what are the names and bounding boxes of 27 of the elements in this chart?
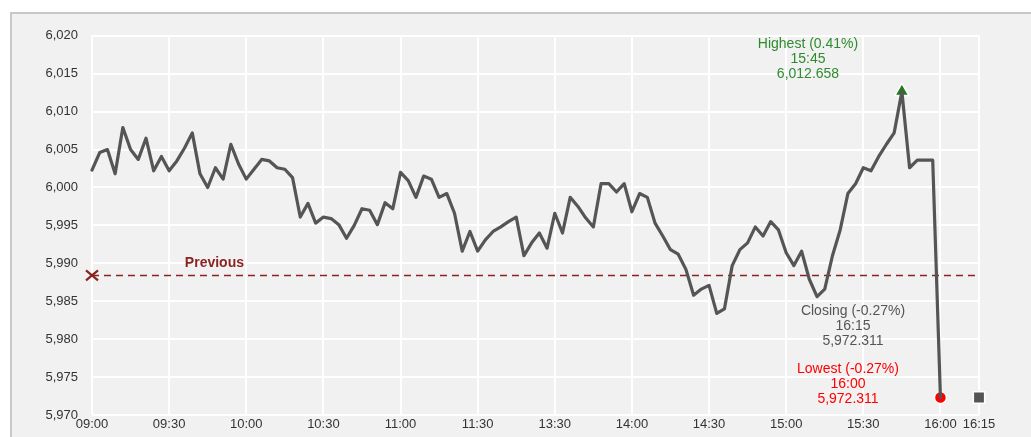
x-tick-label: 14:30 — [692, 416, 726, 432]
x-tick-label: 14:00 — [615, 416, 649, 432]
y-tick-label: 5,990 — [45, 254, 78, 270]
ref-line-label: Previous — [184, 254, 245, 271]
annotation: Highest (0.41%) 15:45 6,012.658 — [757, 34, 859, 81]
y-tick-label: 6,005 — [45, 141, 78, 157]
y-tick-label: 5,980 — [45, 330, 78, 346]
y-tick-label: 6,020 — [45, 27, 78, 43]
x-tick-label: 16:15 — [962, 416, 996, 432]
y-tick-label: 5,975 — [45, 368, 78, 384]
x-tick-label: 10:00 — [229, 416, 263, 432]
y-tick-label: 5,985 — [45, 292, 78, 308]
x-tick-label: 15:30 — [847, 416, 880, 432]
x-tick-label: 13:30 — [538, 416, 572, 432]
x-tick-label: 11:00 — [384, 416, 417, 432]
y-tick-label: 6,010 — [45, 103, 78, 119]
annotation: Lowest (-0.27%) 16:00 5,972.311 — [797, 359, 899, 406]
x-tick-label: 09:30 — [152, 416, 186, 432]
y-tick-label: 6,015 — [45, 65, 78, 81]
y-tick-label: 5,995 — [45, 216, 78, 232]
annotation: Closing (-0.27%) 16:15 5,972.311 — [800, 301, 906, 348]
x-tick-label: 10:30 — [307, 416, 340, 432]
x-tick-label: 15:00 — [769, 416, 803, 432]
x-tick-label: 16:00 — [924, 416, 957, 432]
x-tick-label: 11:30 — [461, 416, 494, 432]
y-tick-label: 6,000 — [45, 179, 78, 195]
y-tick-label: 5,970 — [45, 406, 78, 422]
